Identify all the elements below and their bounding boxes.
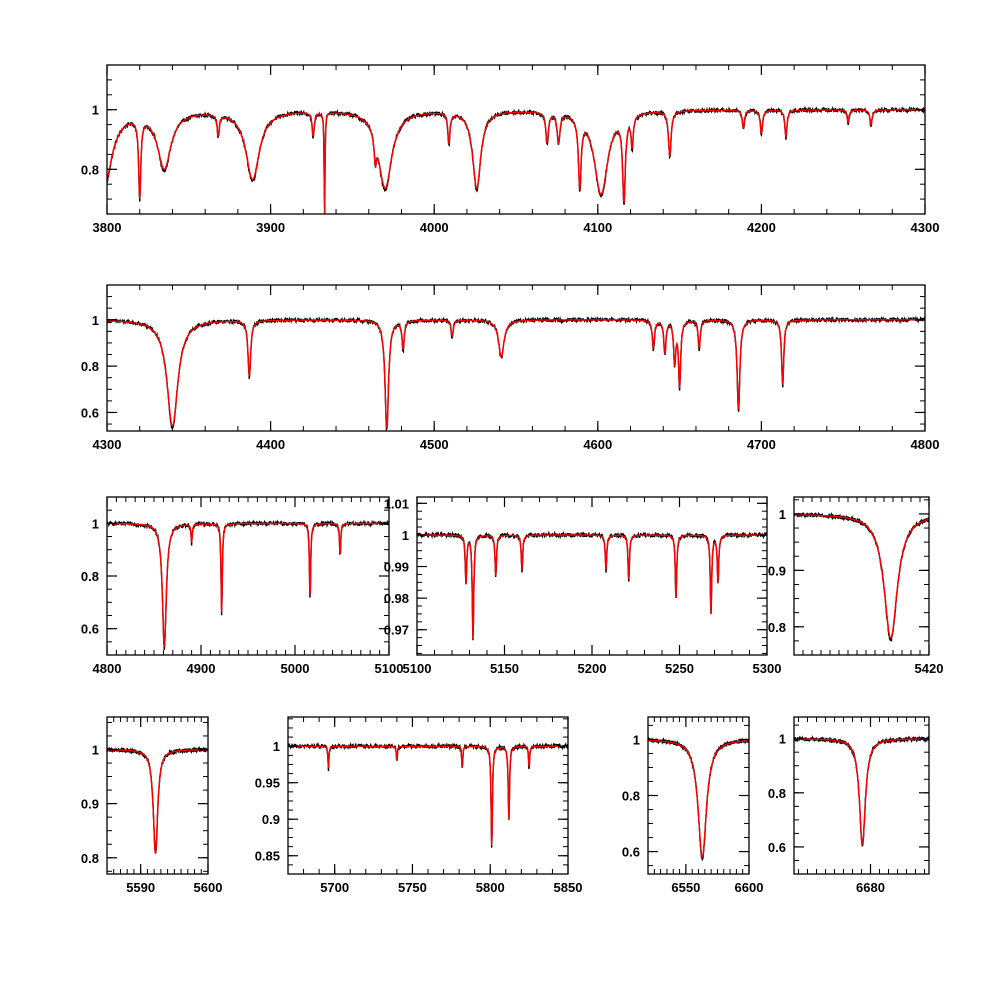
model-spectrum-line — [107, 319, 925, 429]
x-tick-label: 5420 — [915, 661, 944, 676]
y-tick-label: 0.8 — [768, 786, 786, 801]
observed-spectrum-line — [648, 736, 749, 861]
panel-frame — [793, 496, 930, 656]
y-tick-label: 1 — [779, 732, 786, 747]
x-tick-label: 5300 — [753, 661, 782, 676]
spectrum-panel-3: 4800 4900 5000 5100 0.6 0.8 1 — [81, 496, 404, 676]
model-spectrum-line — [794, 738, 929, 846]
x-tick-label: 4800 — [911, 437, 940, 452]
x-tick-label: 5850 — [554, 880, 583, 895]
x-tick-label: 5100 — [375, 661, 404, 676]
spectrum-panel-2: 4300 4400 4500 4600 4700 4800 0.6 0.8 1 — [81, 284, 940, 452]
y-tick-label: 0.9 — [768, 563, 786, 578]
spectrum-panel-6: 5590 5600 0.8 0.9 1 — [81, 716, 223, 895]
model-spectrum-line — [107, 522, 389, 648]
spectrum-panel-4: 5100 5150 5200 5250 5300 0.97 0.98 0.99 1 1.01 — [384, 496, 782, 676]
spectrum-panel-8: 6550 6600 0.6 0.8 1 — [622, 716, 764, 895]
y-tick-label: 0.6 — [81, 622, 99, 637]
y-tick-label: 0.8 — [81, 569, 99, 584]
x-tick-label: 4500 — [420, 437, 449, 452]
observed-spectrum-line — [107, 745, 208, 854]
model-spectrum-line — [288, 745, 568, 846]
x-tick-label: 4400 — [256, 437, 285, 452]
y-tick-label: 1 — [779, 507, 786, 522]
x-tick-label: 6550 — [671, 880, 700, 895]
y-tick-label: 0.99 — [384, 560, 409, 575]
model-spectrum-line — [107, 749, 208, 855]
y-tick-label: 1 — [402, 528, 409, 543]
x-tick-label: 4300 — [93, 437, 122, 452]
observed-spectrum-line — [107, 315, 925, 431]
y-tick-label: 0.8 — [622, 789, 640, 804]
model-spectrum-line — [107, 109, 925, 214]
x-tick-label: 5590 — [126, 880, 155, 895]
x-tick-label: 3800 — [93, 220, 122, 235]
panel-frame — [416, 496, 768, 656]
x-tick-label: 5250 — [665, 661, 694, 676]
x-tick-label: 5700 — [320, 880, 349, 895]
model-spectrum-line — [794, 514, 929, 639]
y-tick-label: 1 — [92, 313, 99, 328]
y-tick-label: 0.8 — [81, 851, 99, 866]
spectrum-panel-7: 5700 5750 5800 5850 0.85 0.9 0.95 1 — [255, 716, 583, 895]
x-tick-label: 6600 — [735, 880, 764, 895]
x-tick-label: 4300 — [911, 220, 940, 235]
y-tick-label: 1.01 — [384, 496, 409, 511]
x-tick-label: 4900 — [187, 661, 216, 676]
panel-frame — [106, 716, 209, 875]
x-tick-label: 5600 — [194, 880, 223, 895]
y-tick-label: 0.8 — [81, 359, 99, 374]
x-tick-label: 5750 — [398, 880, 427, 895]
model-spectrum-line — [648, 739, 749, 859]
x-tick-label: 6680 — [856, 880, 885, 895]
y-tick-label: 0.8 — [768, 620, 786, 635]
observed-spectrum-line — [288, 741, 568, 848]
x-tick-label: 5200 — [578, 661, 607, 676]
observed-spectrum-line — [417, 530, 767, 641]
observed-spectrum-line — [107, 519, 389, 651]
spectrum-panel-1: 3800 3900 4000 4100 4200 4300 0.8 1 — [81, 64, 940, 235]
y-tick-label: 1 — [273, 739, 280, 754]
observed-spectrum-line — [107, 105, 925, 214]
x-tick-label: 4700 — [747, 437, 776, 452]
x-tick-label: 5000 — [281, 661, 310, 676]
y-tick-label: 1 — [633, 732, 640, 747]
y-tick-label: 0.9 — [81, 797, 99, 812]
x-tick-label: 4000 — [420, 220, 449, 235]
y-tick-label: 0.95 — [255, 776, 280, 791]
x-tick-label: 5800 — [476, 880, 505, 895]
y-tick-label: 0.98 — [384, 591, 409, 606]
panel-frame — [287, 716, 569, 875]
x-tick-label: 4200 — [747, 220, 776, 235]
y-tick-label: 0.6 — [81, 405, 99, 420]
x-tick-label: 5100 — [403, 661, 432, 676]
observed-spectrum-line — [794, 511, 929, 642]
y-tick-label: 1 — [92, 516, 99, 531]
y-tick-label: 1 — [92, 742, 99, 757]
y-tick-label: 0.9 — [262, 812, 280, 827]
x-tick-label: 4800 — [93, 661, 122, 676]
spectrum-panel-9: 6680 0.6 0.8 1 — [768, 716, 930, 895]
panel-frame — [106, 284, 926, 432]
y-tick-label: 0.85 — [255, 849, 280, 864]
panel-frame — [106, 496, 390, 656]
x-tick-label: 4100 — [583, 220, 612, 235]
spectrum-panel-5: 5420 0.8 0.9 1 — [768, 496, 944, 676]
y-tick-label: 0.8 — [81, 162, 99, 177]
model-spectrum-line — [417, 534, 767, 639]
y-tick-label: 0.6 — [768, 840, 786, 855]
x-tick-label: 5150 — [490, 661, 519, 676]
y-tick-label: 1 — [92, 103, 99, 118]
y-tick-label: 0.6 — [622, 845, 640, 860]
x-tick-label: 4600 — [583, 437, 612, 452]
y-tick-label: 0.97 — [384, 623, 409, 638]
panel-frame — [106, 64, 926, 215]
x-tick-label: 3900 — [256, 220, 285, 235]
